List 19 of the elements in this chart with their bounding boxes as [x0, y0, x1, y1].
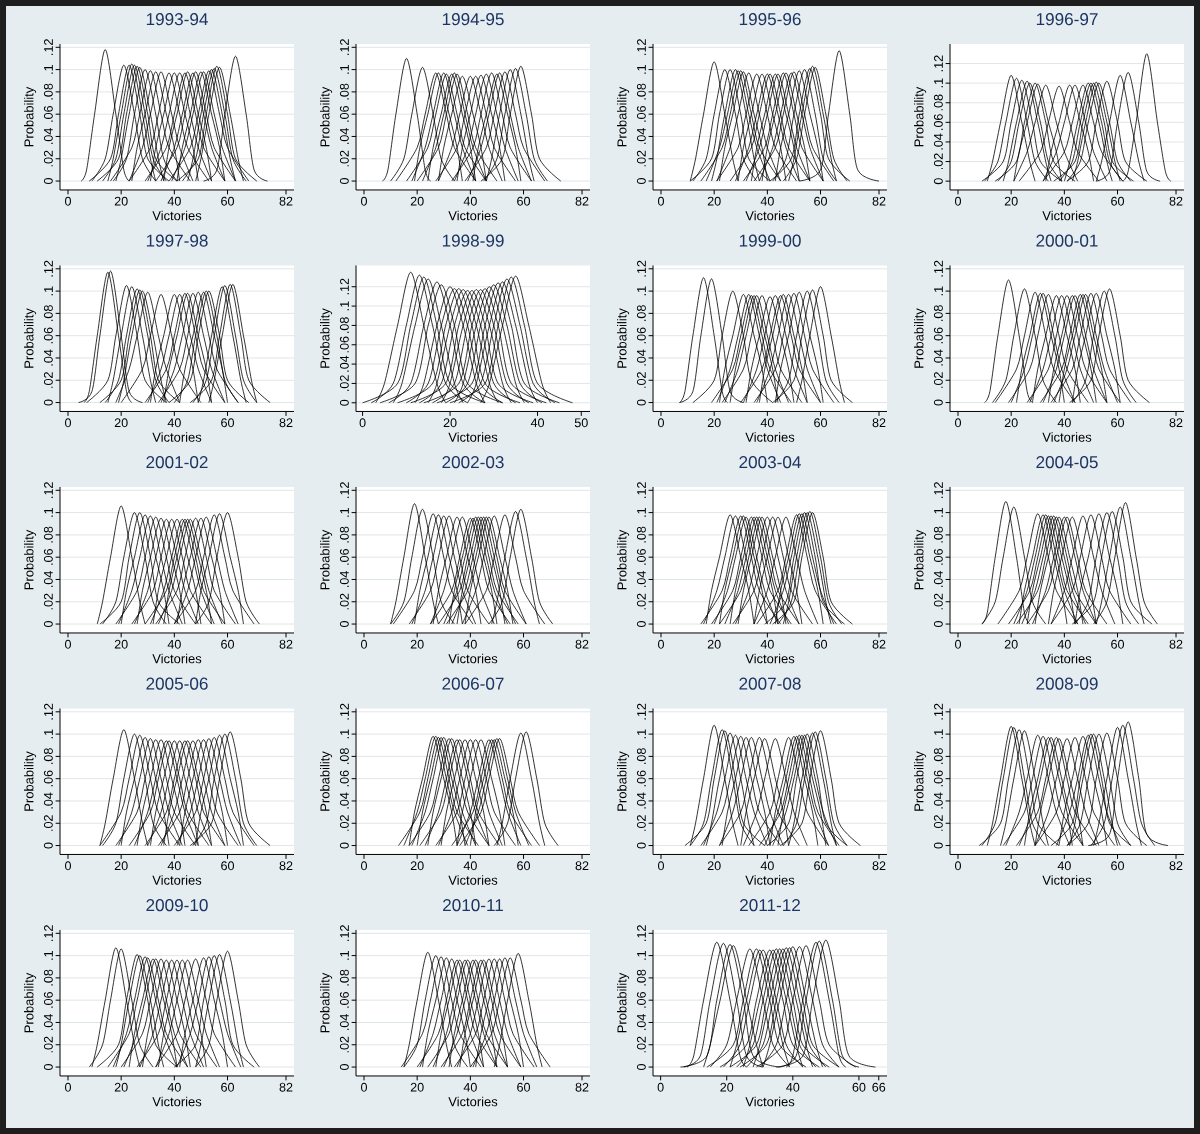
- chart-title: 2008-09: [1036, 677, 1098, 690]
- chart-title: 2003-04: [739, 456, 801, 469]
- chart-title: 2010-11: [443, 899, 503, 912]
- chart-title: 2005-06: [146, 677, 208, 690]
- chart-title: 1994-95: [442, 13, 504, 26]
- chart-title: 1999-00: [739, 234, 801, 247]
- chart-title: 1996-97: [1036, 13, 1098, 26]
- chart-title: 2006-07: [442, 677, 504, 690]
- chart-title: 2000-01: [1036, 234, 1098, 247]
- chart-title: 2011-12: [740, 899, 800, 912]
- chart-title: 2001-02: [146, 456, 208, 469]
- chart-title: 2009-10: [146, 899, 208, 912]
- chart-title: 1993-94: [146, 13, 208, 26]
- chart-title: 2002-03: [442, 456, 504, 469]
- chart-title: 1995-96: [739, 13, 801, 26]
- chart-title: 2007-08: [739, 677, 801, 690]
- chart-title: 1997-98: [146, 234, 208, 247]
- chart-title: 1998-99: [442, 234, 504, 247]
- chart-title: 2004-05: [1036, 456, 1098, 469]
